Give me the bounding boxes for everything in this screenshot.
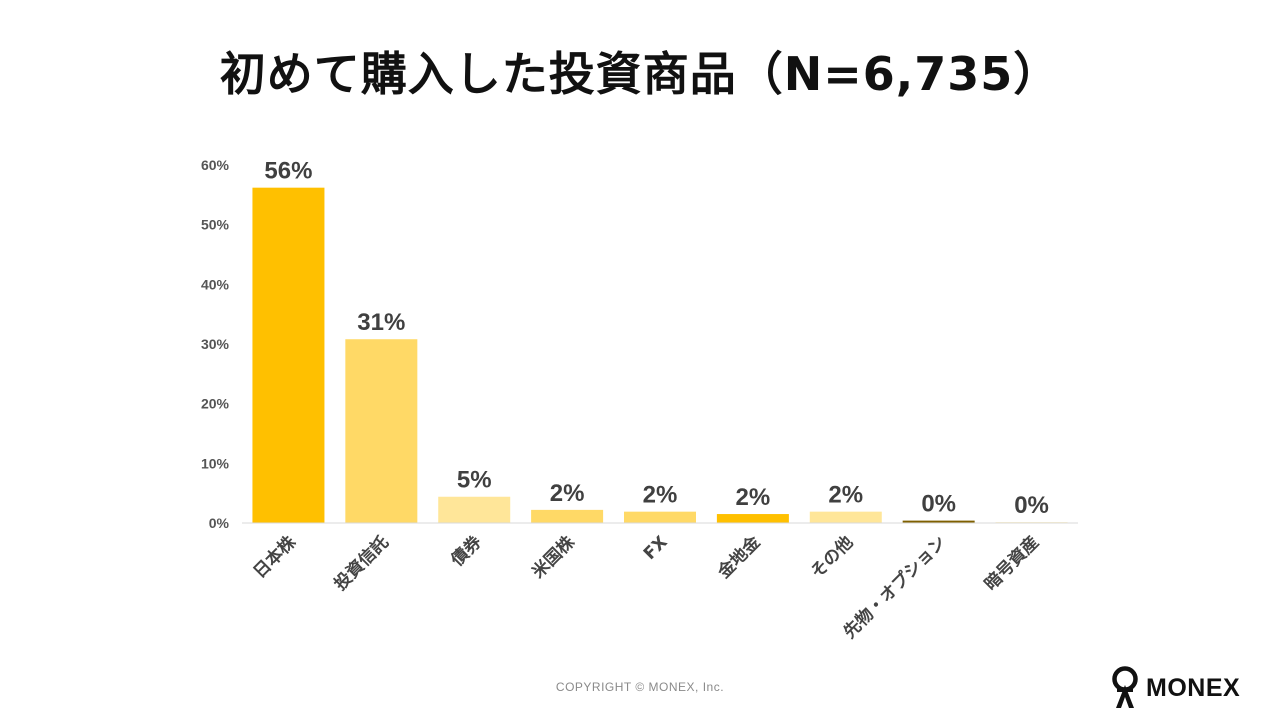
copyright-text: COPYRIGHT © MONEX, Inc. — [555, 680, 725, 694]
y-tick-label: 20% — [201, 396, 230, 412]
bar — [252, 187, 325, 523]
bar — [716, 514, 789, 523]
logo-text: MONEX — [1146, 673, 1241, 702]
chart-title: 初めて購入した投資商品（N=6,735） — [219, 47, 1061, 101]
x-category-label: その他 — [806, 532, 857, 583]
x-category-label: 債券 — [446, 531, 486, 571]
y-tick-label: 40% — [201, 276, 230, 292]
bar — [902, 520, 975, 523]
y-tick-label: 30% — [201, 336, 230, 352]
data-label: 2% — [828, 482, 863, 509]
x-category-label: 先物・オプション — [839, 532, 950, 643]
x-category-label: 投資信託 — [330, 532, 393, 595]
data-label: 0% — [921, 491, 956, 518]
x-category-label: FX — [640, 532, 672, 564]
data-label: 56% — [264, 158, 312, 185]
monex-logo-icon — [1112, 666, 1138, 708]
y-tick-label: 0% — [209, 515, 230, 531]
x-category-label: 米国株 — [528, 531, 580, 583]
data-label: 5% — [457, 467, 492, 494]
data-label: 2% — [736, 484, 771, 511]
bar — [345, 339, 418, 523]
bar — [531, 509, 604, 523]
bar — [809, 511, 882, 523]
bar — [438, 496, 511, 523]
bar — [624, 511, 696, 523]
bar-chart: 0% 10% 20% 30% 40% 50% 60% 56% 日本株 31% 投資信託 5% 債券 2% 米… — [201, 157, 1078, 643]
x-category-label: 暗号資産 — [980, 532, 1043, 595]
data-label: 31% — [357, 309, 405, 336]
data-label: 2% — [643, 482, 678, 509]
data-label: 0% — [1014, 492, 1049, 519]
monex-logo: MONEX — [1108, 666, 1240, 710]
data-label: 2% — [550, 480, 585, 507]
y-tick-label: 10% — [201, 455, 230, 471]
y-tick-label: 60% — [201, 157, 230, 173]
x-category-label: 金地金 — [713, 531, 765, 583]
y-tick-label: 50% — [201, 217, 230, 233]
x-category-label: 日本株 — [249, 531, 301, 583]
